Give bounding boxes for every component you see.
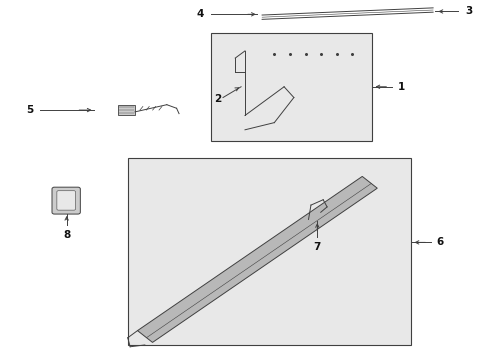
Text: 1: 1 xyxy=(397,82,405,92)
Bar xyxy=(128,158,411,345)
Text: 7: 7 xyxy=(314,242,321,252)
Bar xyxy=(118,105,135,115)
Bar xyxy=(211,33,372,140)
FancyBboxPatch shape xyxy=(52,187,80,214)
Text: 4: 4 xyxy=(196,9,203,19)
Text: 6: 6 xyxy=(437,237,444,247)
Text: 2: 2 xyxy=(215,94,222,104)
Text: 8: 8 xyxy=(63,230,70,240)
Text: 5: 5 xyxy=(26,105,34,115)
Text: 3: 3 xyxy=(465,6,472,16)
FancyBboxPatch shape xyxy=(57,191,75,210)
Polygon shape xyxy=(138,176,377,342)
